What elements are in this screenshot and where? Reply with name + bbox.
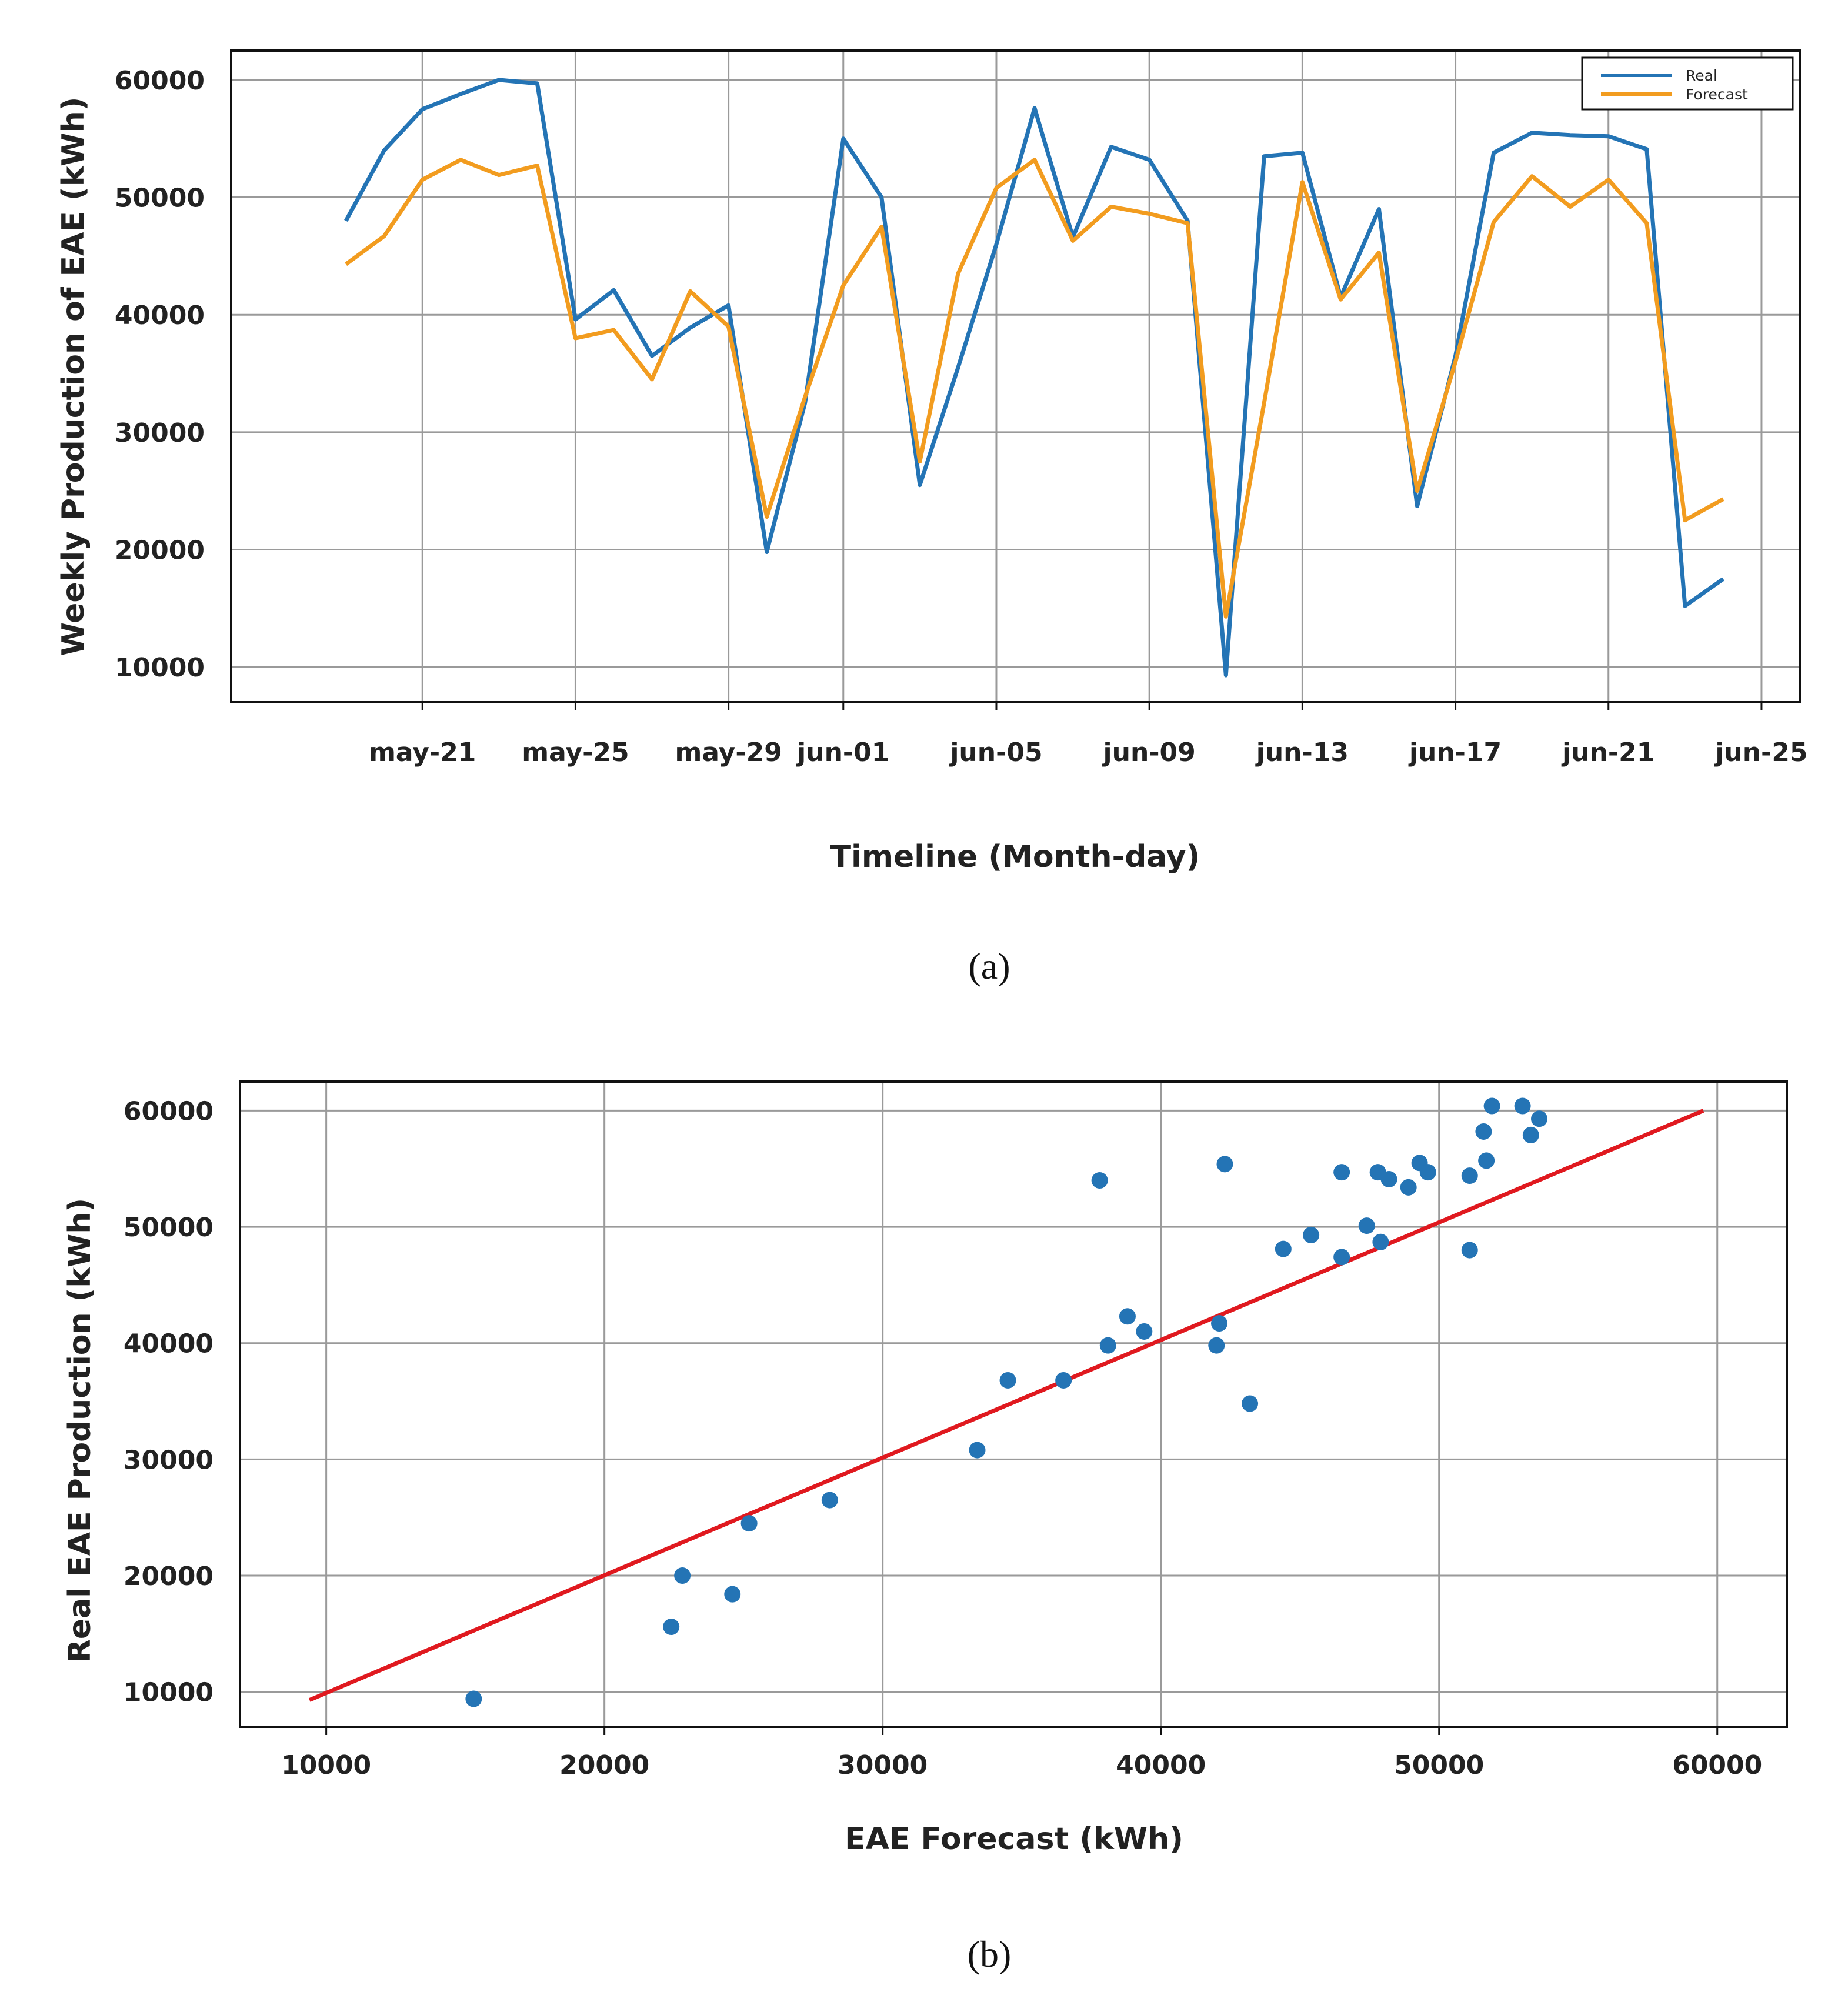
- caption-a: (a): [968, 945, 1010, 987]
- scatter-point: [1461, 1167, 1478, 1184]
- plot-frame-b: [239, 1080, 1788, 1728]
- x-tick-label-a: may-29: [675, 738, 782, 768]
- scatter-point: [1419, 1164, 1436, 1181]
- y-tick-label-b: 50000: [124, 1213, 214, 1243]
- x-tick-label-a: may-21: [369, 738, 476, 768]
- y-tick-label-a: 20000: [115, 535, 205, 565]
- scatter-point: [465, 1690, 482, 1707]
- y-tick-label-b: 30000: [124, 1445, 214, 1475]
- scatter-point: [1208, 1337, 1225, 1354]
- x-tick-label-b: 10000: [281, 1750, 371, 1780]
- scatter-point: [1099, 1337, 1116, 1354]
- scatter-point: [1216, 1156, 1233, 1173]
- scatter-point: [1522, 1126, 1539, 1143]
- y-tick-labels-b: 10000 20000 30000 40000 50000 60000: [124, 1096, 214, 1707]
- scatter-point: [821, 1492, 838, 1509]
- y-tick-label-a: 50000: [115, 183, 205, 213]
- series-line-forecast: [345, 158, 1724, 619]
- scatter-point: [1372, 1233, 1389, 1250]
- lines-a: [344, 78, 1724, 678]
- scatter-point: [740, 1515, 758, 1532]
- scatter-point: [1400, 1179, 1417, 1196]
- scatter-point: [969, 1442, 986, 1459]
- scatter-point: [1380, 1171, 1397, 1188]
- scatter-point: [674, 1567, 691, 1584]
- y-tick-labels-a: 10000 20000 30000 40000 50000 60000: [115, 66, 205, 683]
- scatter-point: [1333, 1249, 1350, 1266]
- x-tick-label-a: jun-25: [1714, 738, 1807, 768]
- scatter-point: [1055, 1372, 1072, 1389]
- scatter-point: [1091, 1172, 1108, 1189]
- x-tick-label-a: jun-09: [1102, 738, 1196, 768]
- x-tick-label-a: jun-17: [1408, 738, 1502, 768]
- scatter-point: [1475, 1123, 1492, 1140]
- x-axis-title-b: EAE Forecast (kWh): [845, 1821, 1183, 1857]
- reference-line: [308, 1109, 1704, 1702]
- x-tick-labels-b: 10000 20000 30000 40000 50000 60000: [281, 1750, 1762, 1780]
- scatter-point: [1461, 1242, 1478, 1259]
- x-tick-label-a: jun-01: [796, 738, 889, 768]
- scatter-point: [1483, 1097, 1500, 1115]
- y-tick-label-b: 10000: [124, 1678, 214, 1708]
- x-tick-label-a: jun-13: [1255, 738, 1349, 768]
- points-b: [465, 1097, 1548, 1707]
- scatter-point: [1478, 1152, 1495, 1169]
- scatter-point: [1136, 1323, 1153, 1340]
- legend-label-forecast: Forecast: [1686, 86, 1748, 103]
- reference-line-b: [308, 1109, 1704, 1702]
- y-tick-label-b: 60000: [124, 1096, 214, 1126]
- scatter-point: [1211, 1315, 1228, 1332]
- y-axis-title-a: Weekly Production of EAE (kWh): [56, 97, 91, 656]
- y-axis-title-b: Real EAE Production (kWh): [62, 1198, 98, 1663]
- x-tick-labels-a: may-21 may-25 may-29 jun-01 jun-05 jun-09 jun-…: [369, 738, 1808, 768]
- scatter-point: [1242, 1395, 1259, 1412]
- scatter-point: [1303, 1226, 1320, 1243]
- scatter-point: [1119, 1308, 1136, 1325]
- series-line-real: [344, 78, 1724, 678]
- y-tick-label-b: 40000: [124, 1329, 214, 1359]
- y-tick-label-a: 30000: [115, 418, 205, 448]
- scatter-point: [1333, 1164, 1350, 1181]
- scatter-chart-b: 10000 20000 30000 40000 50000 60000 10000 2000…: [62, 1080, 1788, 1975]
- x-tick-label-b: 60000: [1672, 1750, 1762, 1780]
- scatter-point: [1514, 1097, 1531, 1115]
- scatter-point: [724, 1586, 741, 1603]
- scatter-point: [999, 1372, 1016, 1389]
- legend-box-a: [1581, 56, 1794, 111]
- y-tick-label-a: 40000: [115, 301, 205, 331]
- y-tick-label-a: 10000: [115, 653, 205, 683]
- legend-label-real: Real: [1686, 67, 1717, 84]
- x-tick-label-b: 30000: [838, 1750, 928, 1780]
- x-tick-label-a: jun-05: [949, 738, 1042, 768]
- x-tick-label-b: 50000: [1394, 1750, 1484, 1780]
- x-axis-title-a: Timeline (Month-day): [830, 839, 1200, 875]
- x-tick-label-a: jun-21: [1561, 738, 1654, 768]
- x-tick-label-a: may-25: [522, 738, 629, 768]
- scatter-point: [1531, 1110, 1548, 1127]
- caption-b: (b): [968, 1933, 1012, 1975]
- plot-frame-a: [230, 49, 1801, 703]
- grid-a: [231, 51, 1800, 710]
- grid-b: [240, 1082, 1787, 1735]
- y-tick-label-b: 20000: [124, 1561, 214, 1591]
- legend-a: Real Forecast: [1581, 56, 1794, 111]
- x-tick-label-b: 40000: [1116, 1750, 1206, 1780]
- scatter-point: [1358, 1217, 1375, 1234]
- y-tick-label-a: 60000: [115, 66, 205, 96]
- x-tick-label-b: 20000: [559, 1750, 649, 1780]
- scatter-point: [663, 1619, 680, 1636]
- scatter-point: [1275, 1240, 1292, 1257]
